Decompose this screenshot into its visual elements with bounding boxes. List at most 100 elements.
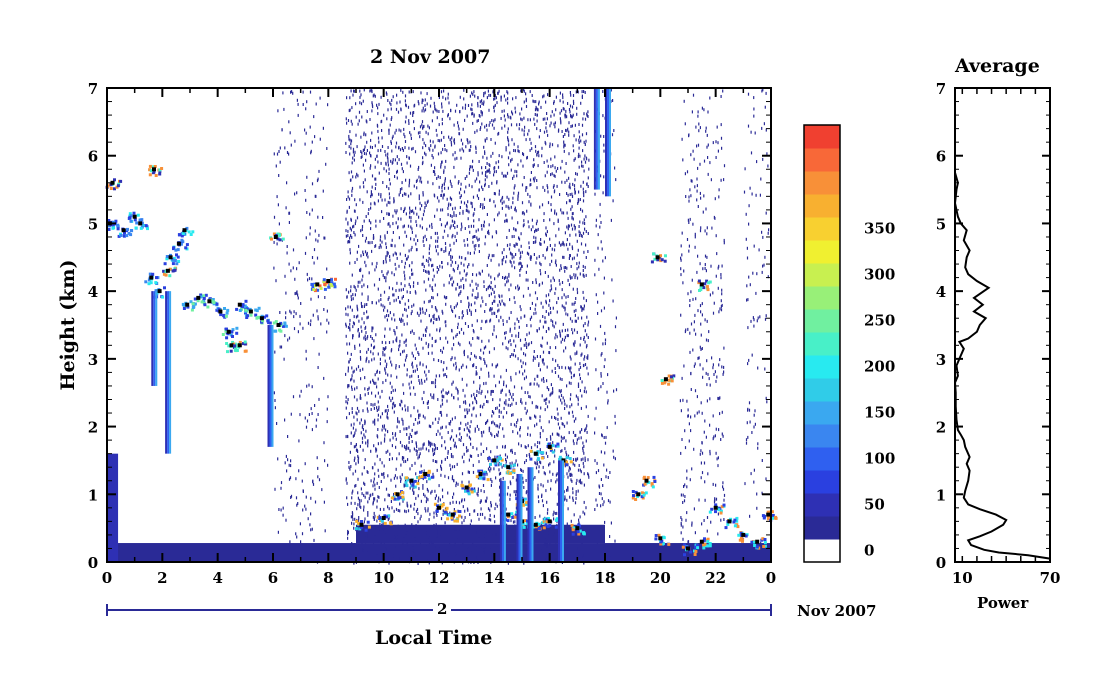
noise-speck <box>407 408 409 412</box>
noise-speck <box>434 535 436 538</box>
noise-speck <box>692 553 694 557</box>
noise-speck <box>463 88 465 92</box>
noise-speck <box>400 129 402 133</box>
noise-speck <box>680 258 682 262</box>
noise-speck <box>491 421 493 425</box>
noise-speck <box>585 426 587 430</box>
noise-speck <box>351 366 353 370</box>
noise-speck <box>498 410 500 414</box>
noise-speck <box>504 219 506 223</box>
noise-speck <box>428 369 430 373</box>
noise-speck <box>450 182 452 186</box>
noise-speck <box>463 284 465 287</box>
noise-speck <box>480 110 482 114</box>
noise-speck <box>602 114 604 118</box>
noise-speck <box>440 426 442 430</box>
noise-speck <box>578 230 580 234</box>
noise-speck <box>419 517 421 521</box>
noise-speck <box>395 128 397 132</box>
noise-speck <box>587 320 590 324</box>
noise-speck <box>479 413 482 417</box>
noise-speck <box>294 192 296 196</box>
noise-speck <box>355 115 357 119</box>
noise-speck <box>376 554 378 558</box>
noise-speck <box>598 492 601 495</box>
noise-speck <box>503 276 506 280</box>
noise-speck <box>471 413 473 417</box>
noise-speck <box>566 545 568 549</box>
noise-speck <box>484 516 486 520</box>
noise-speck <box>405 308 407 312</box>
noise-speck <box>564 180 566 184</box>
noise-speck <box>422 484 424 487</box>
noise-speck <box>304 416 306 420</box>
noise-speck <box>692 93 695 97</box>
noise-speck <box>541 146 543 150</box>
noise-speck <box>603 306 605 310</box>
noise-speck <box>317 317 319 321</box>
noise-speck <box>474 130 476 134</box>
noise-speck <box>720 136 723 140</box>
noise-speck <box>395 547 397 551</box>
noise-speck <box>530 202 532 206</box>
noise-speck <box>467 217 469 221</box>
noise-speck <box>517 197 519 201</box>
noise-speck <box>390 360 392 364</box>
noise-speck <box>413 127 415 131</box>
noise-speck <box>526 409 528 413</box>
noise-speck <box>425 509 427 513</box>
noise-speck <box>360 325 362 329</box>
noise-speck <box>546 379 548 383</box>
noise-speck <box>520 316 522 320</box>
noise-speck <box>513 149 515 152</box>
noise-speck <box>462 363 464 367</box>
noise-speck <box>578 265 580 269</box>
noise-speck <box>717 464 719 468</box>
noise-speck <box>701 411 703 415</box>
noise-speck <box>530 171 532 174</box>
noise-speck <box>523 486 525 489</box>
noise-speck <box>415 509 418 513</box>
noise-speck <box>349 251 351 255</box>
noise-speck <box>583 444 585 448</box>
noise-speck <box>580 101 582 105</box>
noise-speck <box>440 208 442 212</box>
noise-speck <box>607 373 609 377</box>
noise-speck <box>469 165 471 169</box>
noise-speck <box>404 358 407 362</box>
noise-speck <box>510 422 512 426</box>
noise-speck <box>584 91 586 94</box>
noise-speck <box>384 327 386 331</box>
noise-speck <box>417 375 419 379</box>
noise-speck <box>396 256 398 260</box>
noise-speck <box>580 242 583 246</box>
noise-speck <box>447 206 449 210</box>
noise-speck <box>288 152 290 156</box>
noise-speck <box>453 492 455 496</box>
noise-speck <box>545 294 547 298</box>
noise-speck <box>377 468 379 472</box>
noise-speck <box>407 504 409 508</box>
noise-speck <box>601 497 603 501</box>
noise-speck <box>478 336 480 340</box>
noise-speck <box>446 197 448 201</box>
noise-speck <box>386 309 389 313</box>
noise-speck <box>684 330 686 334</box>
noise-speck <box>414 343 416 347</box>
noise-speck <box>377 136 380 140</box>
noise-speck <box>582 446 584 450</box>
noise-speck <box>301 532 304 536</box>
noise-speck <box>472 337 474 340</box>
noise-speck <box>704 498 706 502</box>
noise-speck <box>466 309 468 313</box>
noise-speck <box>714 197 716 201</box>
noise-speck <box>721 288 723 292</box>
noise-speck <box>569 91 571 94</box>
noise-speck <box>381 145 384 148</box>
noise-speck <box>483 382 485 386</box>
noise-speck <box>547 190 549 194</box>
noise-speck <box>388 222 390 226</box>
noise-speck <box>594 337 597 341</box>
noise-speck <box>495 407 497 410</box>
noise-speck <box>536 256 538 260</box>
